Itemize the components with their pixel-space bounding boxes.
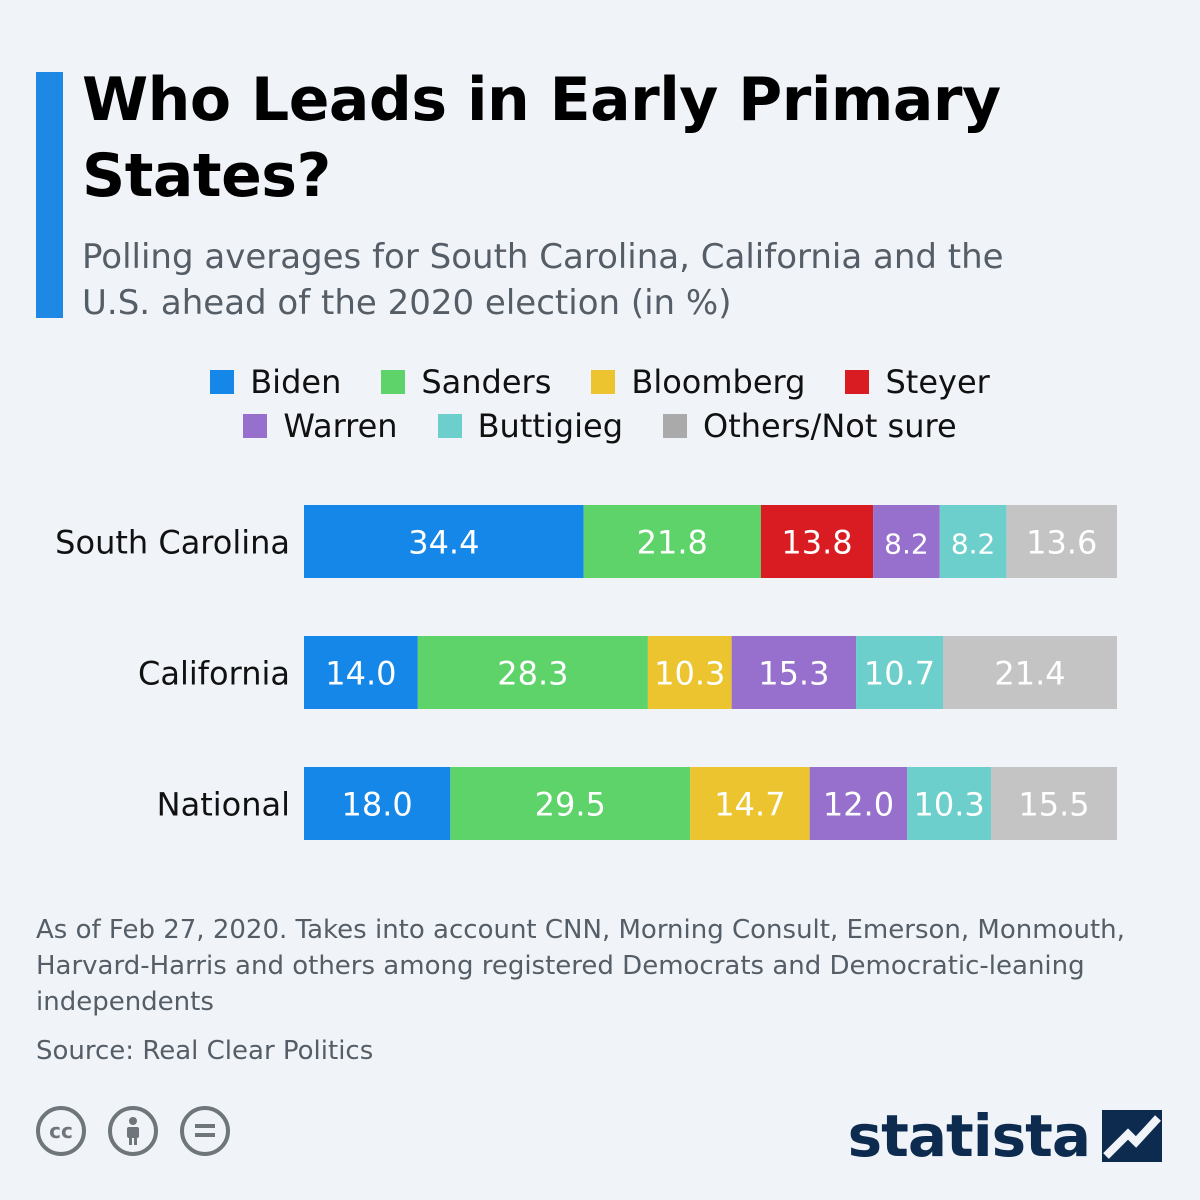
chart-legend: Biden Sanders Bloomberg Steyer Warren Buttigi… — [0, 360, 1200, 448]
statista-logo-icon — [1102, 1110, 1162, 1162]
chart-notes: As of Feb 27, 2020. Takes into account C… — [36, 915, 1125, 1017]
attribution-icon[interactable] — [108, 1106, 158, 1156]
bar-segment[interactable] — [304, 636, 418, 709]
legend-row: Biden Sanders Bloomberg Steyer — [190, 360, 1010, 404]
cc-icon[interactable]: cc — [36, 1106, 86, 1156]
chart-subtitle: Polling averages for South Carolina, Cal… — [82, 237, 1004, 323]
bar-segment[interactable] — [943, 636, 1117, 709]
legend-item: Steyer — [845, 363, 990, 401]
bar-segment[interactable] — [760, 505, 874, 578]
bar-segment[interactable] — [856, 636, 944, 709]
data-label: 8.2 — [951, 528, 996, 561]
legend-swatch — [663, 414, 687, 438]
no-derivatives-icon[interactable] — [180, 1106, 230, 1156]
stacked-bar-chart: South Carolina 34.4 21.8 13.8 8.2 8.2 13.6 Cali… — [55, 505, 1117, 840]
bar-segment[interactable] — [690, 767, 810, 840]
legend-label: Bloomberg — [631, 363, 806, 401]
bar-segment[interactable] — [907, 767, 991, 840]
chart-source: Source: Real Clear Politics — [36, 1036, 374, 1066]
category-label: National — [157, 786, 290, 824]
legend-item: Warren — [243, 407, 398, 445]
data-label: 18.0 — [342, 786, 413, 824]
data-label: 12.0 — [823, 786, 894, 824]
bar-segment[interactable] — [450, 767, 691, 840]
legend-item: Sanders — [381, 363, 551, 401]
bar-segment[interactable] — [809, 767, 908, 840]
legend-item: Others/Not sure — [663, 407, 957, 445]
title-accent-bar — [36, 72, 63, 318]
data-label: 28.3 — [497, 655, 568, 693]
bar-segment[interactable] — [583, 505, 761, 578]
license-icons: cc — [36, 1106, 252, 1156]
statista-logo[interactable]: statista — [848, 1102, 1162, 1170]
data-label: 21.4 — [994, 655, 1065, 693]
bar-segment[interactable] — [873, 505, 940, 578]
legend-label: Biden — [250, 363, 342, 401]
data-label: 15.3 — [758, 655, 829, 693]
legend-swatch — [210, 370, 235, 394]
legend-label: Warren — [283, 407, 398, 445]
data-label: 10.3 — [654, 655, 725, 693]
bar-segment[interactable] — [417, 636, 648, 709]
bar-segment[interactable] — [304, 767, 451, 840]
data-label: 34.4 — [408, 524, 479, 562]
legend-swatch — [845, 370, 870, 394]
legend-label: Others/Not sure — [703, 407, 957, 445]
bar-segment[interactable] — [647, 636, 732, 709]
legend-row: Warren Buttigieg Others/Not sure — [223, 404, 976, 448]
data-label: 14.7 — [714, 786, 785, 824]
chart-title: Who Leads in Early Primary States? — [82, 65, 1001, 211]
legend-swatch — [381, 370, 406, 394]
legend-item: Bloomberg — [591, 363, 805, 401]
category-label: California — [138, 655, 290, 693]
bar-segment[interactable] — [304, 505, 584, 578]
data-label: 21.8 — [637, 524, 708, 562]
data-label: 8.2 — [884, 528, 929, 561]
bar-segment[interactable] — [731, 636, 857, 709]
legend-swatch — [591, 370, 616, 394]
legend-swatch — [437, 414, 462, 438]
data-label: 10.3 — [913, 786, 984, 824]
data-label: 15.5 — [1018, 786, 1089, 824]
legend-swatch — [243, 414, 268, 438]
category-label: South Carolina — [55, 524, 290, 562]
data-label: 13.8 — [781, 524, 852, 562]
legend-label: Buttigieg — [477, 407, 623, 445]
data-label: 10.7 — [864, 655, 935, 693]
data-label: 29.5 — [535, 786, 606, 824]
data-label: 14.0 — [325, 655, 396, 693]
statista-logo-text: statista — [847, 1102, 1091, 1170]
legend-item: Biden — [210, 363, 341, 401]
legend-item: Buttigieg — [437, 407, 623, 445]
bar-segment[interactable] — [990, 767, 1117, 840]
legend-label: Sanders — [421, 363, 552, 401]
data-label: 13.6 — [1026, 524, 1097, 562]
bar-segment[interactable] — [1006, 505, 1117, 578]
legend-label: Steyer — [885, 363, 990, 401]
bar-segment[interactable] — [939, 505, 1007, 578]
